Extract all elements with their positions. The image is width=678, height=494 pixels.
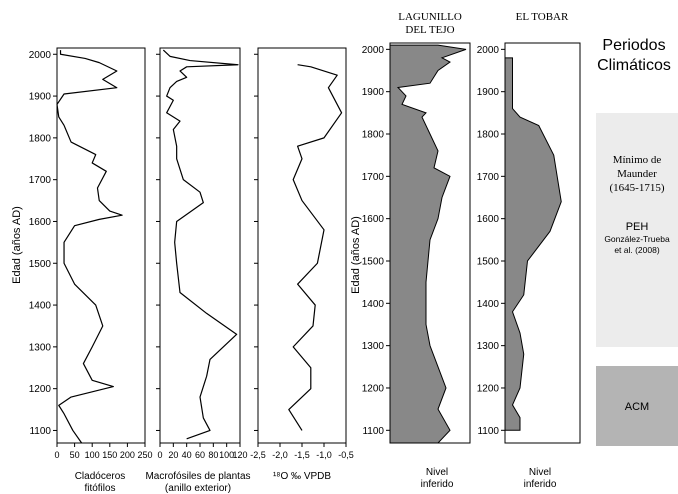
y-tick-label: 1800 <box>362 130 385 141</box>
y-tick-label: 1100 <box>29 426 51 437</box>
x-tick-label: 100 <box>85 450 100 460</box>
peh-ref-1: González-Trueba <box>604 234 670 244</box>
y-tick-label: 2000 <box>29 50 52 61</box>
lagunillo-layer: 1100 1200 1300 1400 1500 1600 1700 1800 1900 2000 <box>362 44 467 444</box>
eltobar-xlabel-2: inferido <box>524 479 557 490</box>
y-tick-label: 1600 <box>362 214 385 225</box>
y-tick-label: 1400 <box>362 299 385 310</box>
y-tick-label: 1700 <box>362 172 385 183</box>
x-tick-label: 50 <box>70 450 80 460</box>
x-tick-label: 100 <box>219 450 234 460</box>
eltobar-title: EL TOBAR <box>516 11 569 23</box>
maunder-label-2: Maunder <box>617 168 657 180</box>
y-tick-label: 1900 <box>29 92 52 103</box>
cladoceros-layer: 1100120013001400150016001700180019002000… <box>29 50 153 460</box>
periods-title-2: Climáticos <box>597 57 671 74</box>
y-tick-label: 1500 <box>477 256 500 267</box>
x-tick-label: 0 <box>157 450 162 460</box>
y-tick-label: 1200 <box>29 384 52 395</box>
eltobar-layer: 1100 1200 1300 1400 1500 1600 1700 1800 1900 2000 <box>477 45 562 437</box>
y-tick-label: 1900 <box>362 87 385 98</box>
macrofosiles-series-line <box>162 49 239 440</box>
y-axis-label-left: Edad (años AD) <box>11 206 23 284</box>
macrofosiles-panel <box>159 47 241 444</box>
peh-ref-2: et al. (2008) <box>614 245 660 255</box>
y-tick-label: 1900 <box>477 87 500 98</box>
lagunillo-title: LAGUNILLO <box>398 11 462 23</box>
y-tick-label: 1500 <box>362 256 385 267</box>
lagunillo-series-area <box>389 44 467 444</box>
y-tick-label: 1400 <box>477 299 500 310</box>
macrofosiles-xlabel: Macrofósiles de plantas <box>145 471 250 482</box>
eltobar-xlabel: Nivel <box>529 467 551 478</box>
y-tick-label: 1800 <box>477 130 500 141</box>
y-tick-label: 1400 <box>29 301 52 312</box>
x-tick-label: 20 <box>168 450 178 460</box>
x-tick-label: 250 <box>137 450 152 460</box>
y-tick-label: 1100 <box>477 426 499 437</box>
lagunillo-xlabel-2: inferido <box>421 479 454 490</box>
x-tick-label: 120 <box>232 450 247 460</box>
d18o-series-line <box>288 64 343 431</box>
y-tick-label: 1700 <box>477 172 500 183</box>
x-tick-label: -1,5 <box>294 450 310 460</box>
y-tick-label: 1700 <box>29 175 52 186</box>
acm-label: ACM <box>625 401 649 413</box>
y-tick-label: 2000 <box>477 45 500 56</box>
maunder-label-3: (1645-1715) <box>610 182 665 194</box>
macrofosiles-xlabel-2: (anillo exterior) <box>165 483 231 494</box>
y-tick-label: 1300 <box>29 342 52 353</box>
y-tick-label: 1600 <box>29 217 52 228</box>
y-tick-label: 1600 <box>477 214 500 225</box>
d18o-layer: -2,5 -2,0 -1,5 -1,0 -0,5 <box>250 53 354 460</box>
lagunillo-xlabel: Nivel <box>426 467 448 478</box>
d18o-panel <box>257 47 347 444</box>
x-tick-label: -2,5 <box>250 450 266 460</box>
x-tick-label: 200 <box>120 450 135 460</box>
x-tick-label: 0 <box>54 450 59 460</box>
d18o-xlabel: ¹⁸O ‰ VPDB <box>273 471 331 482</box>
x-tick-label: 150 <box>102 450 117 460</box>
maunder-label-1: Mínimo de <box>613 154 662 166</box>
x-tick-label: 40 <box>182 450 192 460</box>
x-tick-label: -1,0 <box>316 450 332 460</box>
y-tick-label: 1300 <box>477 341 500 352</box>
y-tick-label: 1200 <box>362 383 385 394</box>
peh-band <box>596 113 678 347</box>
peh-label: PEH <box>626 221 649 233</box>
y-tick-label: 1300 <box>362 341 385 352</box>
cladoceros-xlabel-2: fitófilos <box>84 483 115 494</box>
eltobar-series-area <box>504 57 562 431</box>
x-tick-label: -0,5 <box>338 450 354 460</box>
acm-band <box>596 366 678 446</box>
periods-title: Periodos <box>602 37 665 54</box>
y-tick-label: 1100 <box>362 426 384 437</box>
cladoceros-panel <box>56 47 146 444</box>
cladoceros-xlabel: Cladóceros <box>75 471 126 482</box>
y-tick-label: 1200 <box>477 383 500 394</box>
lagunillo-title-2: DEL TEJO <box>405 24 454 36</box>
cladoceros-series-line <box>56 50 123 444</box>
x-tick-label: -2,0 <box>272 450 288 460</box>
y-axis-label-right: Edad (años AD) <box>350 216 362 294</box>
y-tick-label: 2000 <box>362 45 385 56</box>
x-tick-label: 80 <box>208 450 218 460</box>
x-tick-label: 60 <box>195 450 205 460</box>
y-tick-label: 1500 <box>29 259 52 270</box>
y-tick-label: 1800 <box>29 133 52 144</box>
